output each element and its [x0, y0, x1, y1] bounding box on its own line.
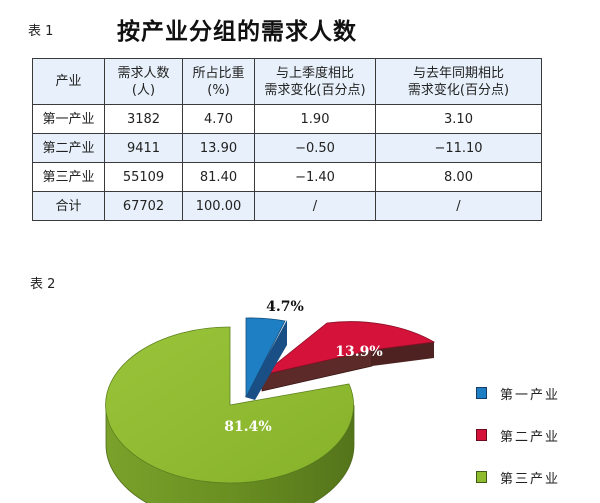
- table-header-row: 产业 需求人数 (人) 所占比重 (%) 与上季度相比 需求变化(百分点) 与去年同期…: [32, 58, 542, 105]
- legend-item-primary: 第一产业: [476, 372, 560, 414]
- cell-qoq-change: 1.90: [254, 104, 376, 134]
- cell-share: 100.00: [182, 191, 255, 221]
- pie-slice-secondary: [261, 321, 436, 392]
- table-row-total: 合计 67702 100.00 / /: [32, 191, 542, 221]
- header-industry: 产业: [32, 58, 105, 105]
- cell-yoy-change: 8.00: [375, 162, 542, 192]
- legend-swatch-blue-icon: [476, 387, 487, 399]
- cell-share: 4.70: [182, 104, 255, 134]
- legend-label: 第三产业: [500, 471, 561, 487]
- cell-industry: 第二产业: [32, 133, 105, 163]
- cell-qoq-change: −0.50: [254, 133, 376, 163]
- table-2-tag: 表 2: [30, 277, 56, 292]
- table-1-tag: 表 1: [28, 24, 54, 39]
- legend-swatch-red-icon: [476, 429, 487, 441]
- cell-industry: 合计: [32, 191, 105, 221]
- cell-qoq-change: −1.40: [254, 162, 376, 192]
- legend-label: 第二产业: [500, 429, 561, 445]
- cell-demand-count: 55109: [104, 162, 183, 192]
- legend-item-secondary: 第二产业: [476, 414, 560, 456]
- cell-yoy-change: −11.10: [375, 133, 542, 163]
- cell-industry: 第三产业: [32, 162, 105, 192]
- header-share: 所占比重 (%): [182, 58, 255, 105]
- header-yoy-change: 与去年同期相比 需求变化(百分点): [375, 58, 542, 105]
- table-row: 第三产业 55109 81.40 −1.40 8.00: [32, 162, 542, 192]
- chart-legend: 第一产业 第二产业 第三产业: [476, 372, 560, 498]
- label-secondary: 13.9%: [335, 344, 382, 360]
- cell-demand-count: 9411: [104, 133, 183, 163]
- label-primary: 4.7%: [266, 299, 304, 315]
- cell-qoq-change: /: [254, 191, 376, 221]
- pie-slice-tertiary: [105, 326, 355, 503]
- cell-demand-count: 3182: [104, 104, 183, 134]
- legend-label: 第一产业: [500, 387, 561, 403]
- pie-slice-primary: [245, 317, 287, 400]
- page-title: 按产业分组的需求人数: [117, 18, 357, 45]
- cell-yoy-change: /: [375, 191, 542, 221]
- legend-swatch-green-icon: [476, 471, 487, 483]
- cell-demand-count: 67702: [104, 191, 183, 221]
- cell-yoy-change: 3.10: [375, 104, 542, 134]
- legend-item-tertiary: 第三产业: [476, 456, 560, 498]
- demand-by-industry-table: 产业 需求人数 (人) 所占比重 (%) 与上季度相比 需求变化(百分点) 与去年同期…: [32, 58, 542, 221]
- label-tertiary: 81.4%: [224, 419, 271, 435]
